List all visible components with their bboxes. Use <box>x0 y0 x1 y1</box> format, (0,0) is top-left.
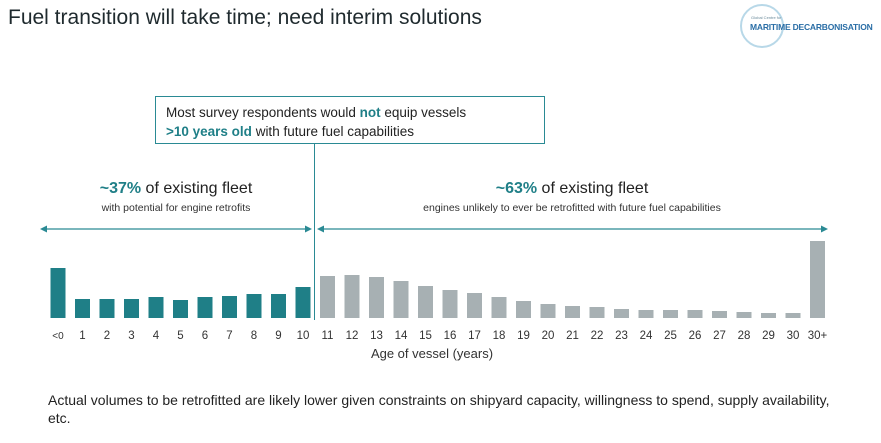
tick-label-5: 5 <box>177 330 183 342</box>
tick-label-10: 10 <box>297 330 310 342</box>
footnote: Actual volumes to be retrofitted are lik… <box>48 392 830 426</box>
tick-label-12: 12 <box>346 330 359 342</box>
tick-label-28: 28 <box>738 330 751 342</box>
bar-11 <box>320 276 335 318</box>
tick-label-3: 3 <box>128 330 134 342</box>
bar-22 <box>589 307 605 318</box>
tick-labels: <0 1 2 3 4 5 6 7 8 9 10 11 12 13 14 15 16 17 18 19 20 21 22 23 2… <box>52 330 827 342</box>
left-group-percent: ~37% <box>99 180 142 197</box>
callout-text: with future fuel capabilities <box>251 124 415 139</box>
tick-label-29: 29 <box>762 330 775 342</box>
bar-2 <box>99 299 115 318</box>
bar-7 <box>222 296 237 318</box>
divider-line <box>314 144 315 320</box>
bar-6 <box>197 297 213 318</box>
callout-line-2: >10 years old with future fuel capabilit… <box>166 122 534 141</box>
bar-27 <box>712 311 727 318</box>
tick-label-11: 11 <box>322 330 334 342</box>
tick-label-4: 4 <box>153 330 160 342</box>
x-axis-label: Age of vessel (years) <box>371 346 493 361</box>
right-range-arrow <box>317 225 828 233</box>
right-group-percent: ~63% <box>495 180 538 197</box>
tick-label-17: 17 <box>468 330 481 342</box>
tick-label-6: 6 <box>202 330 208 342</box>
callout-emphasis: not <box>359 105 381 120</box>
tick-label-18: 18 <box>493 330 506 342</box>
bar-30+ <box>810 241 825 318</box>
tick-label-9: 9 <box>275 330 281 342</box>
callout-emphasis: >10 years old <box>166 124 252 139</box>
page-title: Fuel transition will take time; need int… <box>8 6 482 29</box>
left-range-arrow <box>40 225 312 233</box>
bar-<0 <box>50 268 66 318</box>
tick-label-24: 24 <box>640 330 653 342</box>
bar-1 <box>75 299 90 318</box>
bar-30 <box>785 313 801 318</box>
bar-9 <box>271 294 286 318</box>
tick-label-2: 2 <box>104 330 110 342</box>
tick-label-22: 22 <box>591 330 604 342</box>
tick-label-7: 7 <box>226 330 232 342</box>
bar-29 <box>761 313 776 318</box>
right-group-label: ~63% of existing fleet engines unlikely … <box>318 180 826 214</box>
bar-4 <box>148 297 164 318</box>
callout-text: equip vessels <box>380 105 467 120</box>
bar-12 <box>344 275 360 318</box>
bar-28 <box>736 312 752 318</box>
bar-15 <box>418 286 433 318</box>
tick-label-19: 19 <box>517 330 530 342</box>
bar-26 <box>687 310 703 318</box>
bar-5 <box>173 300 188 318</box>
tick-label-23: 23 <box>615 330 628 342</box>
bar-20 <box>540 304 556 318</box>
tick-label-21: 21 <box>566 330 579 342</box>
right-group-text: of existing fleet <box>537 180 649 197</box>
bar-18 <box>491 297 507 318</box>
tick-label-8: 8 <box>251 330 257 342</box>
tick-label-27: 27 <box>713 330 726 342</box>
left-group-headline: ~37% of existing fleet <box>40 180 312 198</box>
bar-13 <box>369 277 384 318</box>
callout-line-1: Most survey respondents would not equip … <box>166 103 534 122</box>
logo: Global Centre for MARITIME DECARBONISATI… <box>740 2 876 50</box>
left-group-label: ~37% of existing fleet with potential fo… <box>40 180 312 214</box>
left-group-subtitle: with potential for engine retrofits <box>101 202 251 214</box>
tick-label-26: 26 <box>689 330 702 342</box>
bar-17 <box>467 293 482 318</box>
bar-3 <box>124 299 139 318</box>
bar-14 <box>393 281 409 318</box>
bar-21 <box>565 306 580 318</box>
tick-label-<0: <0 <box>52 331 64 342</box>
tick-label-13: 13 <box>370 330 383 342</box>
right-group-subtitle: engines unlikely to ever be retrofitted … <box>423 202 721 214</box>
tick-label-25: 25 <box>664 330 677 342</box>
bar-25 <box>663 310 678 318</box>
tick-label-30+: 30+ <box>808 330 828 342</box>
bar-23 <box>614 309 629 318</box>
left-group-text: of existing fleet <box>141 180 253 197</box>
tick-label-15: 15 <box>419 330 432 342</box>
callout-text: Most survey respondents would <box>166 105 360 120</box>
tick-label-30: 30 <box>787 330 800 342</box>
tick-label-20: 20 <box>542 330 555 342</box>
bars <box>50 241 825 318</box>
bar-10 <box>295 287 311 318</box>
tick-label-14: 14 <box>395 330 408 342</box>
tick-label-16: 16 <box>444 330 457 342</box>
survey-callout: Most survey respondents would not equip … <box>155 96 545 144</box>
tick-label-1: 1 <box>79 330 85 342</box>
right-group-headline: ~63% of existing fleet <box>318 180 826 198</box>
range-arrows <box>40 225 828 233</box>
logo-small-text: Global Centre for <box>751 15 782 20</box>
bar-24 <box>638 310 654 318</box>
bar-19 <box>516 301 531 318</box>
bar-8 <box>246 294 262 318</box>
logo-circle-icon <box>740 4 784 48</box>
logo-main-text: MARITIME DECARBONISATION <box>750 22 873 32</box>
bar-16 <box>442 290 458 318</box>
